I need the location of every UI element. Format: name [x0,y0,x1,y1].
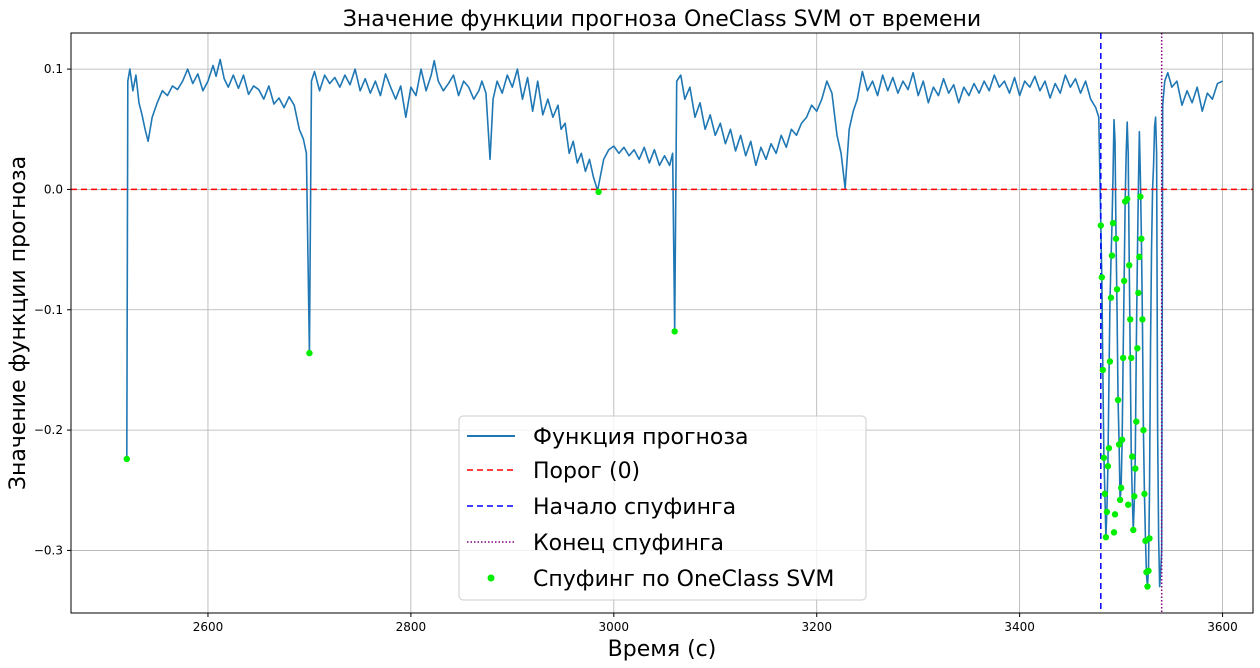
spoofing-point [1123,195,1131,203]
spoofing-point [1103,508,1111,516]
spoofing-point [1145,567,1152,575]
spoofing-point [1099,366,1107,374]
spoofing-point [1118,436,1126,443]
spoofing-point [1097,222,1105,229]
x-tick-label: 3400 [1004,620,1035,634]
spoofing-point [1115,441,1123,448]
spoofing-point [1135,289,1142,297]
spoofing-point [1131,493,1138,500]
y-tick-label: −0.1 [34,303,63,317]
spoofing-point [1140,426,1147,434]
x-tick-label: 3600 [1207,620,1238,634]
spoofing-point [1139,316,1146,323]
spoofing-point [123,455,130,463]
spoofing-point [1116,496,1124,504]
spoofing-point [1130,526,1137,534]
legend-swatch-spoofing [487,574,495,582]
y-tick-label: −0.3 [34,543,63,557]
spoofing-point [306,349,313,357]
spoofing-point [1133,418,1140,425]
spoofing-point [671,328,678,335]
spoofing-point [1120,277,1128,285]
spoofing-point [1112,235,1120,242]
y-axis: 0.1 0.0 −0.1 −0.2 −0.3 [34,62,71,557]
spoofing-point [1098,274,1106,281]
spoofing-point [1126,262,1133,269]
y-tick-label: 0.0 [44,182,63,196]
plot-frame [70,32,1254,614]
y-tick-label: 0.1 [44,62,63,76]
x-tick-label: 3000 [599,620,630,634]
spoofing-point [1107,294,1115,301]
spoofing-point [1125,501,1132,508]
legend-label-end: Конец спуфинга [533,531,724,556]
spoofing-point [1105,444,1113,452]
legend: Функция прогноза Порог (0) Начало спуфин… [458,415,867,601]
spoofing-point [1106,358,1114,365]
x-tick-label: 2800 [396,620,427,634]
spoofing-point [595,188,602,196]
spoofing-point [1132,465,1139,472]
plot-area [71,33,1253,613]
spoofing-point [1137,193,1144,200]
x-axis-label: Время (с) [608,637,717,662]
spoofing-point [1109,219,1117,227]
chart-title: Значение функции прогноза OneClass SVM о… [343,7,981,32]
spoofing-point [1111,511,1119,518]
spoofing-point [1129,453,1136,460]
spoofing-point [1128,354,1135,362]
spoofing-point [1101,490,1109,498]
spoofing-point [1100,454,1108,461]
spoofing-point [1134,345,1141,352]
x-axis: 2600 2800 3000 3200 3400 3600 [193,613,1238,634]
x-tick-label: 2600 [193,620,224,634]
legend-box [458,415,867,601]
spoofing-point [1110,529,1118,536]
legend-label-forecast: Функция прогноза [533,425,749,450]
spoofing-point [1136,253,1143,261]
series-line-forecast [126,58,1223,588]
spoofing-point [1141,490,1148,498]
spoofing-point [1138,235,1145,242]
spoofing-point [1146,535,1153,542]
spoofing-point [1102,533,1110,541]
legend-label-spoofing: Спуфинг по OneClass SVM [533,567,834,592]
x-tick-label: 3200 [801,620,832,634]
legend-label-start: Начало спуфинга [533,495,736,520]
spoofing-point [1104,463,1112,470]
spoofing-point [1114,396,1122,404]
spoofing-point [1108,252,1116,259]
spoofing-point [1117,484,1125,492]
spoofing-point [1119,354,1127,362]
spoofing-point [1113,286,1121,293]
y-axis-label: Значение функции прогноза [6,156,31,490]
spoofing-point [1144,583,1151,590]
spoofing-point [1127,316,1134,323]
legend-label-threshold: Порог (0) [533,459,640,484]
y-tick-label: −0.2 [34,423,63,437]
